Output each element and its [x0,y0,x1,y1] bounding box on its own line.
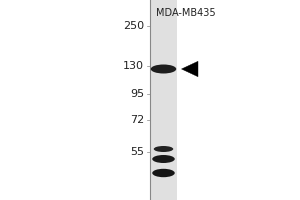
Text: 55: 55 [130,147,144,157]
Text: 95: 95 [130,89,144,99]
Ellipse shape [152,169,175,177]
Text: 72: 72 [130,115,144,125]
Text: MDA-MB435: MDA-MB435 [156,8,216,18]
Text: 130: 130 [123,61,144,71]
Text: 250: 250 [123,21,144,31]
Ellipse shape [152,155,175,163]
Ellipse shape [154,146,173,152]
Ellipse shape [151,64,176,73]
Bar [150,0,177,200]
Polygon shape [182,61,198,77]
